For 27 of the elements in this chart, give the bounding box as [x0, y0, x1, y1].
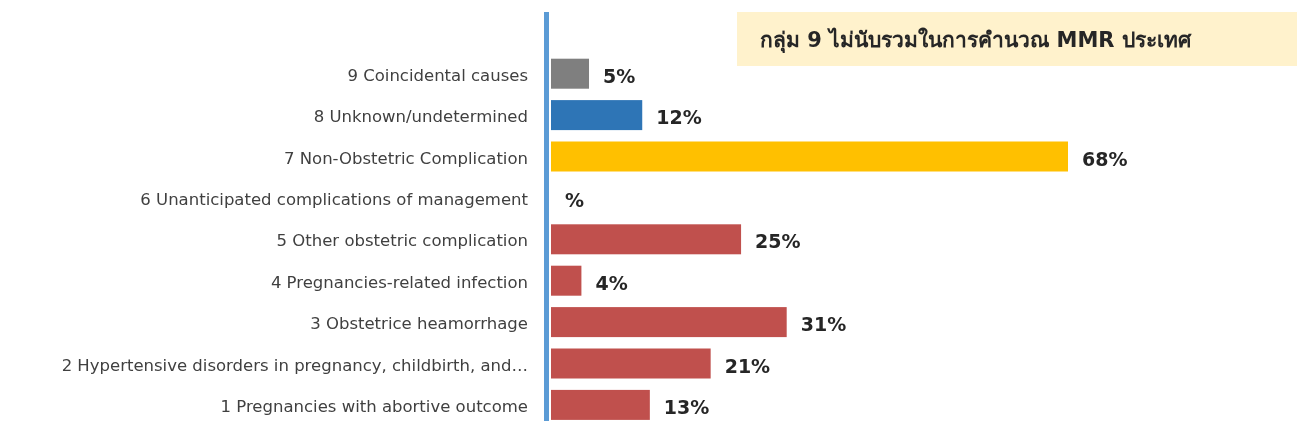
data-label: 31%: [800, 313, 847, 336]
bar: [551, 348, 711, 379]
bar: [551, 307, 787, 338]
y-tick-label: 5 Other obstetric complication: [276, 231, 528, 251]
bar: [551, 58, 590, 89]
data-label: 4%: [595, 271, 628, 294]
data-label: 12%: [656, 106, 702, 129]
data-label: 68%: [1082, 147, 1128, 170]
text: กลุ่ม 9 ไม่นับรวมในการคำนวณ MMR ประเทศ: [760, 27, 1192, 54]
y-tick-label: 4 Pregnancies-related infection: [270, 272, 528, 292]
y-tick-label: 7 Non-Obstetric Complication: [283, 148, 528, 168]
y-tick-label: 2 Hypertensive disorders in pregnancy, childbirth, and…: [61, 355, 528, 375]
y-tick-label: 1 Pregnancies with abortive outcome: [220, 396, 528, 416]
bar: [551, 141, 1068, 172]
y-tick-label: 8 Unknown/undetermined: [313, 107, 528, 127]
data-label: 5%: [603, 64, 636, 87]
bar: [551, 389, 650, 420]
data-label: 25%: [755, 230, 801, 253]
y-tick-label: 3 Obstetrice heamorrhage: [310, 314, 528, 334]
bar: [551, 265, 582, 296]
bar: [551, 224, 742, 255]
data-label: 13%: [663, 395, 710, 418]
data-label: %: [565, 188, 585, 211]
y-tick-label: 9 Coincidental causes: [347, 65, 528, 85]
data-label: 21%: [724, 354, 771, 377]
bar: [551, 100, 643, 131]
y-tick-label: 6 Unanticipated complications of management: [140, 189, 529, 209]
